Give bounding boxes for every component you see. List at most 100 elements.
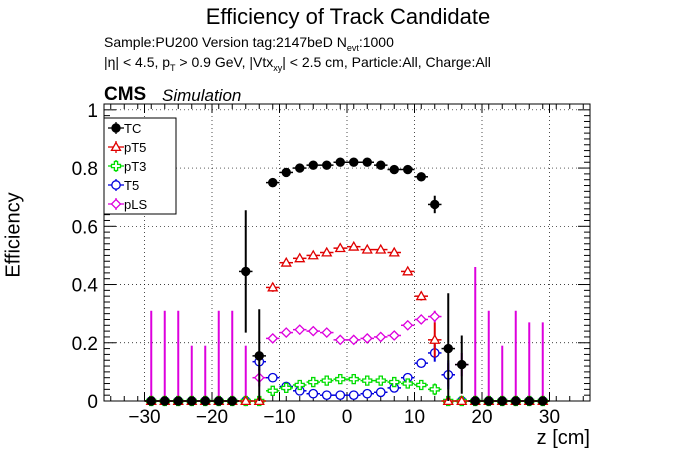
pt5-point (294, 252, 306, 263)
t5-point (416, 358, 427, 368)
pls-point (402, 319, 414, 331)
tc-point (389, 164, 399, 175)
pls-point (294, 324, 306, 336)
tc-point (470, 396, 480, 406)
tc-point (497, 396, 507, 406)
cut-info: |η| < 4.5, pT > 0.9 GeV, |Vtxxy| < 2.5 c… (104, 54, 491, 73)
tc-point (281, 167, 291, 178)
pt5-point (375, 243, 387, 254)
pt5-point (456, 395, 468, 406)
tc-point (227, 396, 237, 406)
t5-point (335, 390, 346, 401)
t5-point (348, 390, 359, 401)
sample-info: Sample:PU200 Version tag:2147beD Nevt:10… (104, 34, 394, 53)
pls-point (348, 334, 360, 346)
x-tick-label: −20 (196, 407, 228, 428)
pt3-point (267, 385, 278, 396)
pt3-point (321, 375, 332, 386)
pls-point (375, 331, 387, 343)
tc-point (430, 199, 440, 210)
sample-end: :1000 (358, 34, 394, 50)
tc-point (173, 396, 183, 406)
pt5-point (240, 395, 252, 406)
x-tick-label: −10 (263, 407, 295, 428)
legend-label-pt3: pT3 (124, 159, 146, 174)
legend-marker-tc (111, 123, 121, 133)
tc-point (146, 396, 156, 406)
pt3-point (402, 378, 413, 389)
tc-point (254, 351, 264, 361)
y-tick-label: 0.2 (72, 334, 98, 355)
pt5-point (334, 242, 346, 253)
t5-point (267, 372, 278, 383)
y-tick-label: 0.6 (72, 217, 98, 238)
tc-point (200, 396, 210, 406)
pt5-point (388, 246, 400, 257)
legend-label-t5: T5 (124, 178, 139, 193)
pls-point (388, 330, 400, 341)
tc-point (538, 396, 548, 406)
legend-marker-pt3 (110, 160, 122, 172)
x-axis-label: z [cm] (536, 427, 590, 449)
pt5-point (267, 281, 279, 292)
x-tick-label: 20 (471, 407, 492, 428)
x-tick-label: 10 (404, 407, 425, 428)
pls-point (307, 325, 319, 337)
pt5-point (307, 249, 319, 260)
tc-point (268, 177, 278, 188)
cut-c: | < 2.5 cm, Particle:All, Charge:All (282, 54, 491, 70)
tc-point (241, 266, 251, 277)
pt3-point (416, 379, 427, 391)
pls-point (415, 314, 427, 325)
cut-a: |η| < 4.5, p (104, 54, 171, 70)
x-tick-label: −30 (128, 407, 160, 428)
legend-label-pt5: pT5 (124, 140, 146, 155)
pt3-point (294, 379, 305, 391)
tc-point (322, 160, 332, 170)
tc-point (349, 157, 359, 167)
tc-point (416, 172, 426, 182)
pt3-point (429, 384, 440, 395)
legend-label-pls: pLS (124, 197, 147, 212)
tc-point (443, 343, 453, 354)
pt5-point (415, 290, 427, 301)
tc-point (335, 157, 345, 167)
tc-point (308, 160, 318, 170)
cut-b: > 0.9 GeV, |Vtx (175, 54, 274, 70)
pt5-point (361, 243, 373, 254)
pt5-point (402, 265, 414, 276)
pls-point (280, 327, 292, 338)
chart-title: Efficiency of Track Candidate (205, 4, 491, 29)
pls-point (267, 332, 279, 344)
simulation-label: Simulation (162, 86, 242, 105)
y-tick-label: 1 (87, 101, 98, 122)
y-tick-label: 0 (87, 392, 98, 413)
sample-text: Sample:PU200 Version tag:2147beD N (104, 34, 347, 50)
x-tick-label: 30 (539, 407, 560, 428)
cms-label: CMS (104, 84, 147, 105)
tc-point (187, 396, 197, 406)
tc-point (511, 396, 521, 406)
pt5-point (429, 334, 441, 344)
cut-a-sub: T (170, 62, 176, 73)
tc-point (214, 396, 224, 406)
pt3-point (348, 374, 359, 385)
x-tick-label: 0 (342, 407, 353, 428)
pls-point (334, 334, 346, 346)
t5-point (321, 390, 332, 401)
tc-point (484, 396, 494, 406)
legend-marker-pls (110, 198, 122, 210)
pt3-point (335, 374, 346, 385)
pt5-point (348, 240, 360, 251)
t5-point (308, 388, 319, 399)
tc-point (160, 396, 170, 406)
y-tick-label: 0.8 (72, 159, 98, 180)
t5-point (362, 388, 373, 399)
pt3-point (389, 376, 400, 388)
tc-point (362, 157, 372, 167)
legend-marker-pt5 (110, 141, 122, 152)
pt3-point (281, 382, 292, 394)
sample-sub: evt (346, 42, 359, 53)
tc-point (403, 164, 413, 175)
pls-point (361, 332, 373, 344)
